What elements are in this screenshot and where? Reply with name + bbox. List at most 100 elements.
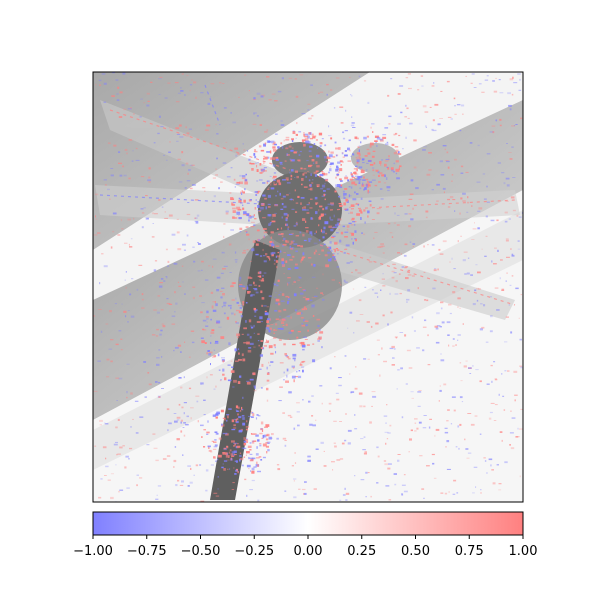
attribution-speckle bbox=[154, 269, 156, 271]
attribution-speckle bbox=[310, 165, 313, 166]
attribution-speckle bbox=[207, 352, 208, 354]
attribution-speckle bbox=[278, 294, 280, 295]
attribution-speckle bbox=[300, 151, 302, 152]
attribution-speckle bbox=[325, 199, 326, 201]
attribution-speckle bbox=[477, 181, 481, 183]
attribution-speckle bbox=[190, 482, 193, 484]
attribution-speckle bbox=[360, 211, 362, 213]
attribution-speckle bbox=[333, 421, 337, 422]
attribution-speckle bbox=[425, 211, 428, 213]
attribution-speckle bbox=[239, 376, 241, 378]
attribution-speckle bbox=[231, 453, 233, 455]
attribution-speckle bbox=[429, 427, 430, 429]
attribution-speckle bbox=[296, 96, 299, 98]
attribution-speckle bbox=[133, 150, 134, 151]
attribution-speckle bbox=[227, 415, 228, 418]
attribution-speckle bbox=[287, 301, 289, 303]
attribution-speckle bbox=[190, 188, 193, 190]
attribution-speckle bbox=[164, 218, 168, 219]
attribution-speckle bbox=[287, 369, 289, 372]
attribution-speckle bbox=[211, 292, 213, 294]
attribution-speckle bbox=[198, 420, 199, 422]
attribution-speckle bbox=[443, 240, 447, 242]
attribution-speckle bbox=[250, 261, 251, 262]
attribution-speckle bbox=[427, 174, 431, 176]
attribution-speckle bbox=[222, 374, 225, 376]
attribution-speckle bbox=[246, 420, 247, 422]
attribution-speckle bbox=[393, 171, 395, 172]
attribution-speckle bbox=[405, 213, 408, 215]
attribution-speckle bbox=[374, 232, 377, 233]
attribution-speckle bbox=[191, 417, 192, 419]
attribution-speckle bbox=[99, 80, 102, 81]
attribution-speckle bbox=[314, 243, 318, 245]
attribution-speckle bbox=[440, 493, 443, 494]
attribution-speckle bbox=[263, 236, 265, 238]
attribution-speckle bbox=[269, 330, 271, 333]
attribution-speckle bbox=[312, 424, 316, 426]
colorbar-tick-label: 0.25 bbox=[347, 544, 376, 559]
attribution-speckle bbox=[260, 207, 264, 210]
attribution-speckle bbox=[110, 168, 113, 169]
attribution-speckle bbox=[115, 427, 118, 429]
attribution-speckle bbox=[290, 159, 292, 161]
attribution-speckle bbox=[228, 342, 230, 345]
attribution-speckle bbox=[178, 282, 179, 283]
attribution-speckle bbox=[316, 319, 320, 321]
attribution-speckle bbox=[270, 438, 273, 439]
attribution-speckle bbox=[397, 123, 401, 125]
attribution-speckle bbox=[432, 463, 434, 465]
attribution-speckle bbox=[250, 470, 251, 472]
attribution-speckle bbox=[108, 143, 111, 144]
attribution-speckle bbox=[392, 357, 395, 359]
attribution-speckle bbox=[295, 267, 299, 269]
attribution-speckle bbox=[293, 281, 296, 283]
attribution-speckle bbox=[269, 296, 272, 297]
attribution-speckle bbox=[498, 490, 501, 491]
attribution-speckle bbox=[481, 92, 484, 93]
attribution-speckle bbox=[477, 272, 481, 274]
attribution-speckle bbox=[353, 332, 354, 334]
attribution-speckle bbox=[243, 342, 246, 344]
attribution-speckle bbox=[388, 116, 391, 118]
attribution-speckle bbox=[295, 211, 297, 213]
attribution-speckle bbox=[354, 475, 355, 476]
attribution-speckle bbox=[284, 490, 286, 492]
attribution-speckle bbox=[242, 208, 244, 210]
attribution-speckle bbox=[320, 92, 323, 93]
attribution-speckle bbox=[305, 138, 309, 141]
attribution-speckle bbox=[258, 191, 261, 193]
attribution-speckle bbox=[167, 429, 168, 431]
attribution-speckle bbox=[274, 144, 277, 146]
attribution-speckle bbox=[120, 91, 123, 93]
attribution-speckle bbox=[415, 187, 419, 189]
attribution-speckle bbox=[284, 273, 285, 274]
attribution-speckle bbox=[127, 321, 129, 322]
attribution-speckle bbox=[246, 226, 249, 228]
attribution-speckle bbox=[504, 341, 507, 342]
attribution-speckle bbox=[496, 120, 497, 122]
attribution-speckle bbox=[520, 339, 523, 341]
attribution-speckle bbox=[284, 372, 285, 374]
attribution-speckle bbox=[259, 280, 263, 281]
attribution-speckle bbox=[327, 252, 330, 254]
attribution-speckle bbox=[512, 77, 514, 79]
attribution-speckle bbox=[242, 353, 244, 356]
attribution-speckle bbox=[116, 93, 118, 94]
attribution-speckle bbox=[293, 496, 296, 498]
attribution-speckle bbox=[333, 254, 335, 256]
attribution-speckle bbox=[454, 159, 457, 161]
attribution-speckle bbox=[205, 490, 207, 492]
attribution-speckle bbox=[294, 452, 296, 454]
attribution-speckle bbox=[408, 118, 410, 119]
attribution-speckle bbox=[462, 401, 463, 402]
attribution-speckle bbox=[376, 447, 378, 449]
attribution-speckle bbox=[249, 163, 251, 165]
attribution-speckle bbox=[186, 75, 188, 76]
attribution-speckle bbox=[313, 163, 314, 164]
attribution-speckle bbox=[407, 289, 410, 291]
attribution-speckle bbox=[447, 334, 450, 336]
attribution-speckle bbox=[345, 413, 347, 415]
attribution-speckle bbox=[304, 493, 307, 495]
attribution-speckle bbox=[232, 419, 234, 422]
